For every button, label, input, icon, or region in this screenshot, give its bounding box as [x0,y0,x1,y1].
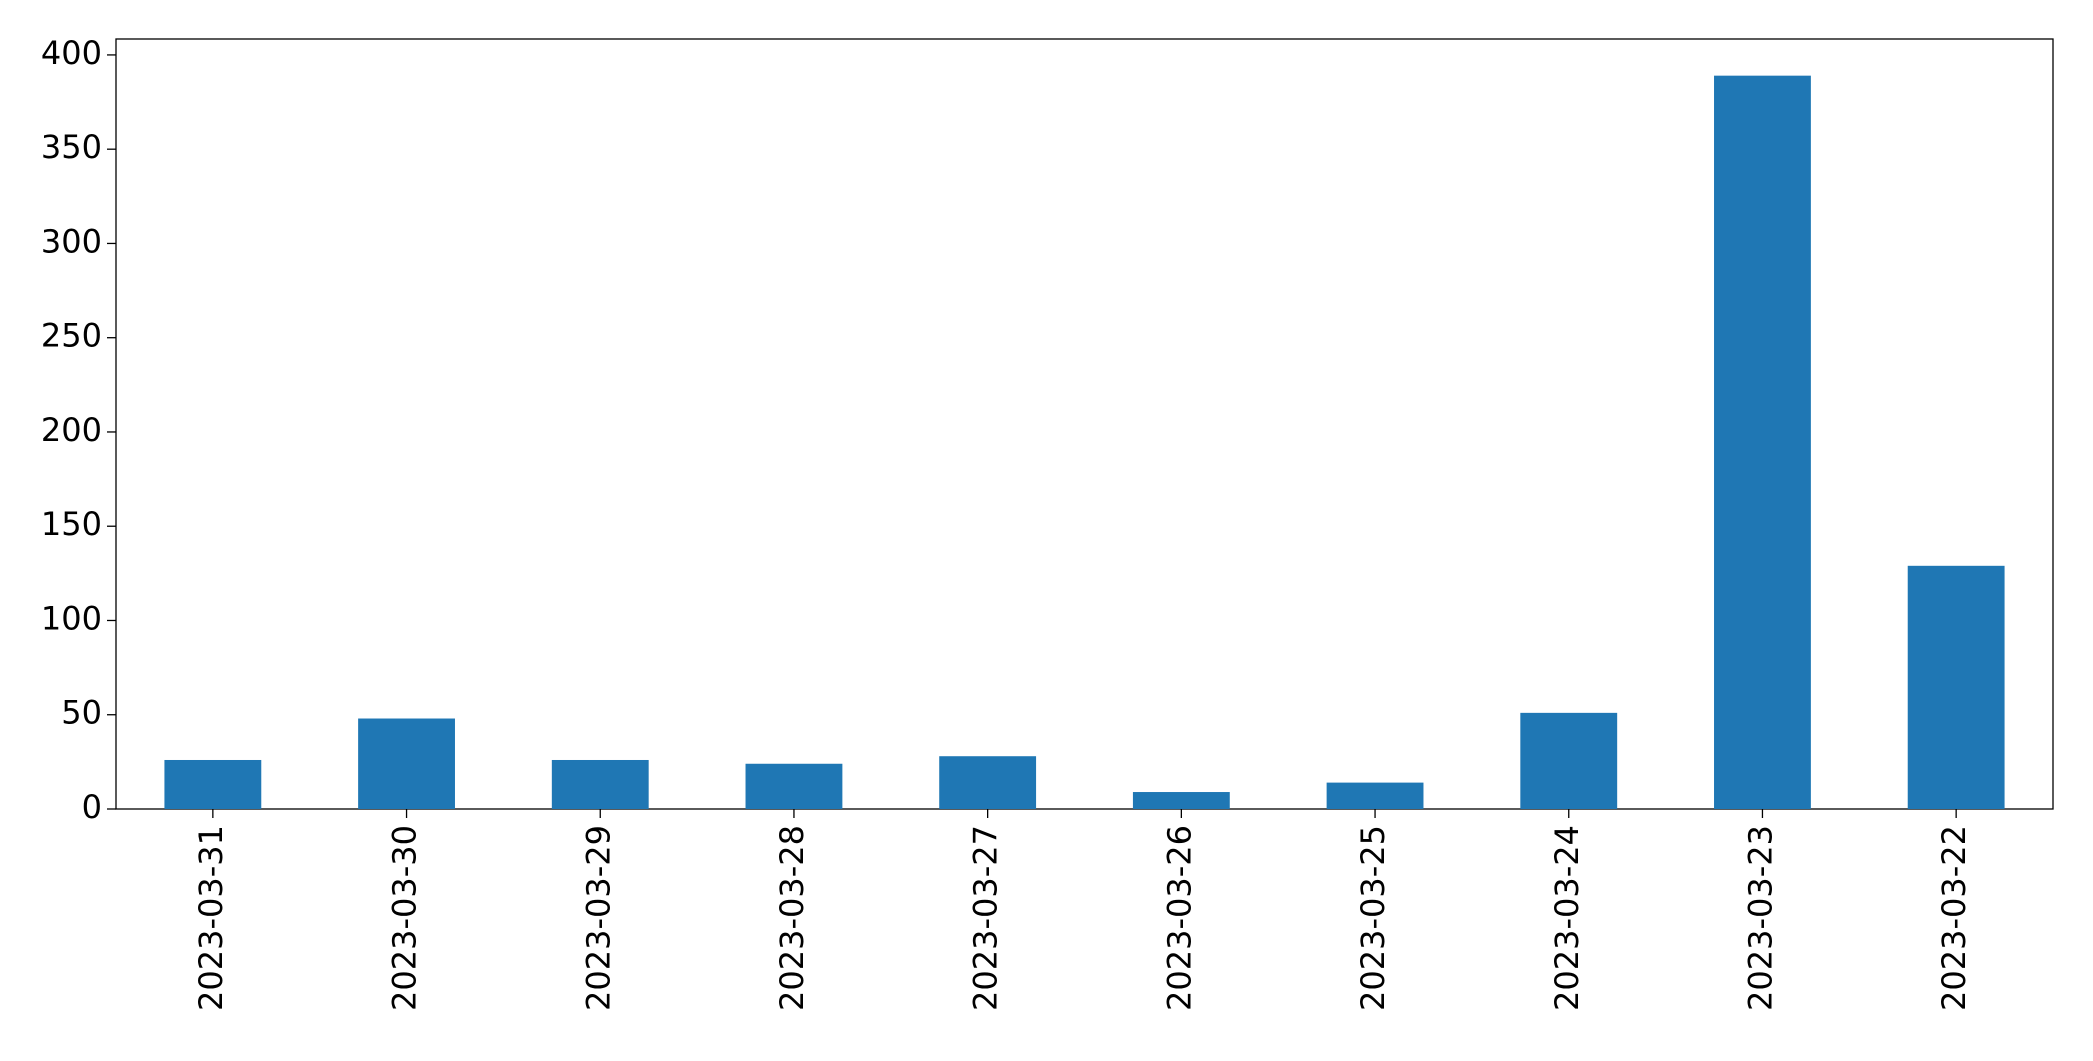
bar [1326,782,1424,809]
y-tick-label: 250 [41,317,102,355]
y-tick-label: 100 [41,599,102,637]
bar [358,718,455,809]
y-tick-label: 50 [61,694,102,732]
x-tick-label: 2023-03-22 [1935,825,1973,1011]
x-tick-label: 2023-03-23 [1741,825,1779,1011]
bar [1714,75,1811,809]
x-tick-label: 2023-03-29 [579,825,617,1011]
bar [1520,712,1618,809]
x-tick-label: 2023-03-27 [967,825,1005,1011]
x-tick-label: 2023-03-28 [773,825,811,1011]
bar [745,763,843,809]
y-tick-label: 400 [41,34,102,72]
y-tick-label: 200 [41,411,102,449]
y-tick-label: 0 [82,788,102,826]
y-tick-label: 150 [41,505,102,543]
x-tick-label: 2023-03-31 [192,825,230,1011]
bar [551,759,649,809]
x-tick-label: 2023-03-24 [1548,825,1586,1011]
x-tick-label: 2023-03-30 [386,825,424,1011]
bar [1907,565,2005,809]
bar [164,759,262,809]
y-tick-label: 300 [41,222,102,260]
x-tick-label: 2023-03-26 [1160,825,1198,1011]
bar [939,756,1037,809]
y-tick-label: 350 [41,128,102,166]
axes-frame [115,38,2054,810]
x-tick-label: 2023-03-25 [1354,825,1392,1011]
bar [1132,792,1230,809]
